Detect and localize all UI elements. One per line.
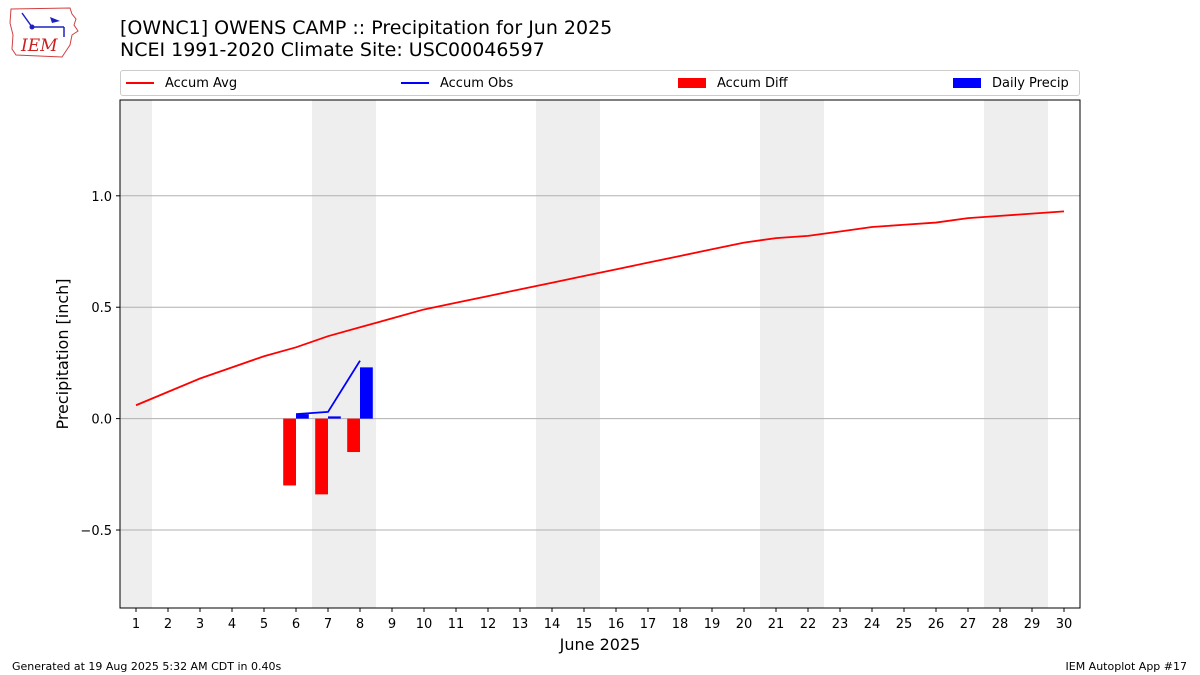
x-tick-label: 13 — [512, 617, 529, 632]
legend-label-accum-obs: Accum Obs — [440, 75, 514, 91]
legend-label-daily-precip: Daily Precip — [992, 75, 1069, 91]
accum-obs-line — [295, 360, 361, 416]
x-tick-label: 16 — [608, 617, 625, 632]
x-tick-label: 8 — [356, 617, 364, 632]
legend-swatch-accum-obs — [401, 82, 429, 84]
x-tick-label: 17 — [640, 617, 657, 632]
y-tick-label: 1.0 — [91, 190, 112, 205]
daily-precip-bar — [360, 367, 373, 419]
legend-swatch-daily-precip — [953, 78, 981, 88]
x-tick-label: 22 — [800, 617, 817, 632]
x-tick-label: 1 — [132, 617, 140, 632]
legend-item-accum-diff: Accum Diff — [678, 71, 788, 95]
chart-title: [OWNC1] OWENS CAMP :: Precipitation for … — [120, 17, 613, 39]
x-axis-label: June 2025 — [559, 635, 641, 654]
legend-swatch-accum-avg — [126, 82, 154, 84]
x-tick-label: 23 — [832, 617, 849, 632]
legend-label-accum-diff: Accum Diff — [717, 75, 788, 91]
x-tick-label: 7 — [324, 617, 332, 632]
x-tick-label: 12 — [480, 617, 497, 632]
weekend-shade-day-7 — [312, 100, 344, 608]
weekend-shade-day-28 — [984, 100, 1016, 608]
chart-subtitle: NCEI 1991-2020 Climate Site: USC00046597 — [120, 39, 545, 61]
weekend-shade-day-1 — [120, 100, 152, 608]
x-tick-label: 30 — [1056, 617, 1073, 632]
plot-frame — [119, 99, 1081, 609]
y-axis-label: Precipitation [inch] — [53, 278, 72, 429]
x-tick-label: 5 — [260, 617, 268, 632]
legend-item-accum-avg: Accum Avg — [126, 71, 237, 95]
x-tick-label: 9 — [388, 617, 396, 632]
daily-precip-bar — [328, 416, 341, 419]
x-tick-label: 14 — [544, 617, 561, 632]
weekend-shade-day-29 — [1016, 100, 1048, 608]
accum-avg-line — [135, 210, 1065, 407]
legend-label-accum-avg: Accum Avg — [165, 75, 238, 91]
weekend-shade-day-21 — [760, 100, 792, 608]
x-tick-label: 20 — [736, 617, 753, 632]
accum-diff-bar — [283, 418, 296, 486]
legend-swatch-accum-diff — [678, 78, 706, 88]
x-tick-label: 15 — [576, 617, 593, 632]
x-tick-label: 26 — [928, 617, 945, 632]
x-tick-label: 28 — [992, 617, 1009, 632]
accum-diff-bar — [315, 418, 328, 495]
daily-precip-bar — [296, 414, 309, 419]
x-tick-label: 3 — [196, 617, 204, 632]
y-tick-label: −0.5 — [80, 524, 112, 539]
weekend-shade-day-8 — [344, 100, 376, 608]
y-tick-label: 0.0 — [91, 413, 112, 428]
x-tick-label: 27 — [960, 617, 977, 632]
x-tick-label: 2 — [164, 617, 172, 632]
weekend-shade-day-15 — [568, 100, 600, 608]
x-tick-label: 11 — [448, 617, 465, 632]
y-tick-label: 0.5 — [91, 301, 112, 316]
x-tick-label: 25 — [896, 617, 913, 632]
logo-text: IEM — [20, 36, 58, 56]
legend-item-daily-precip: Daily Precip — [953, 71, 1069, 95]
weekend-shade-day-14 — [536, 100, 568, 608]
footer-generated: Generated at 19 Aug 2025 5:32 AM CDT in … — [12, 660, 282, 673]
x-tick-label: 19 — [704, 617, 721, 632]
iem-logo: IEM — [8, 5, 80, 59]
chart-legend: Accum Avg Accum Obs Accum Diff Daily Pre… — [120, 70, 1080, 96]
x-tick-label: 6 — [292, 617, 300, 632]
x-tick-label: 4 — [228, 617, 236, 632]
footer-app: IEM Autoplot App #17 — [1065, 660, 1188, 673]
accum-diff-bar — [347, 418, 360, 453]
x-tick-label: 21 — [768, 617, 785, 632]
x-tick-label: 10 — [416, 617, 433, 632]
x-tick-label: 18 — [672, 617, 689, 632]
legend-item-accum-obs: Accum Obs — [401, 71, 513, 95]
x-tick-label: 29 — [1024, 617, 1041, 632]
x-tick-label: 24 — [864, 617, 881, 632]
weekend-shade-day-22 — [792, 100, 824, 608]
